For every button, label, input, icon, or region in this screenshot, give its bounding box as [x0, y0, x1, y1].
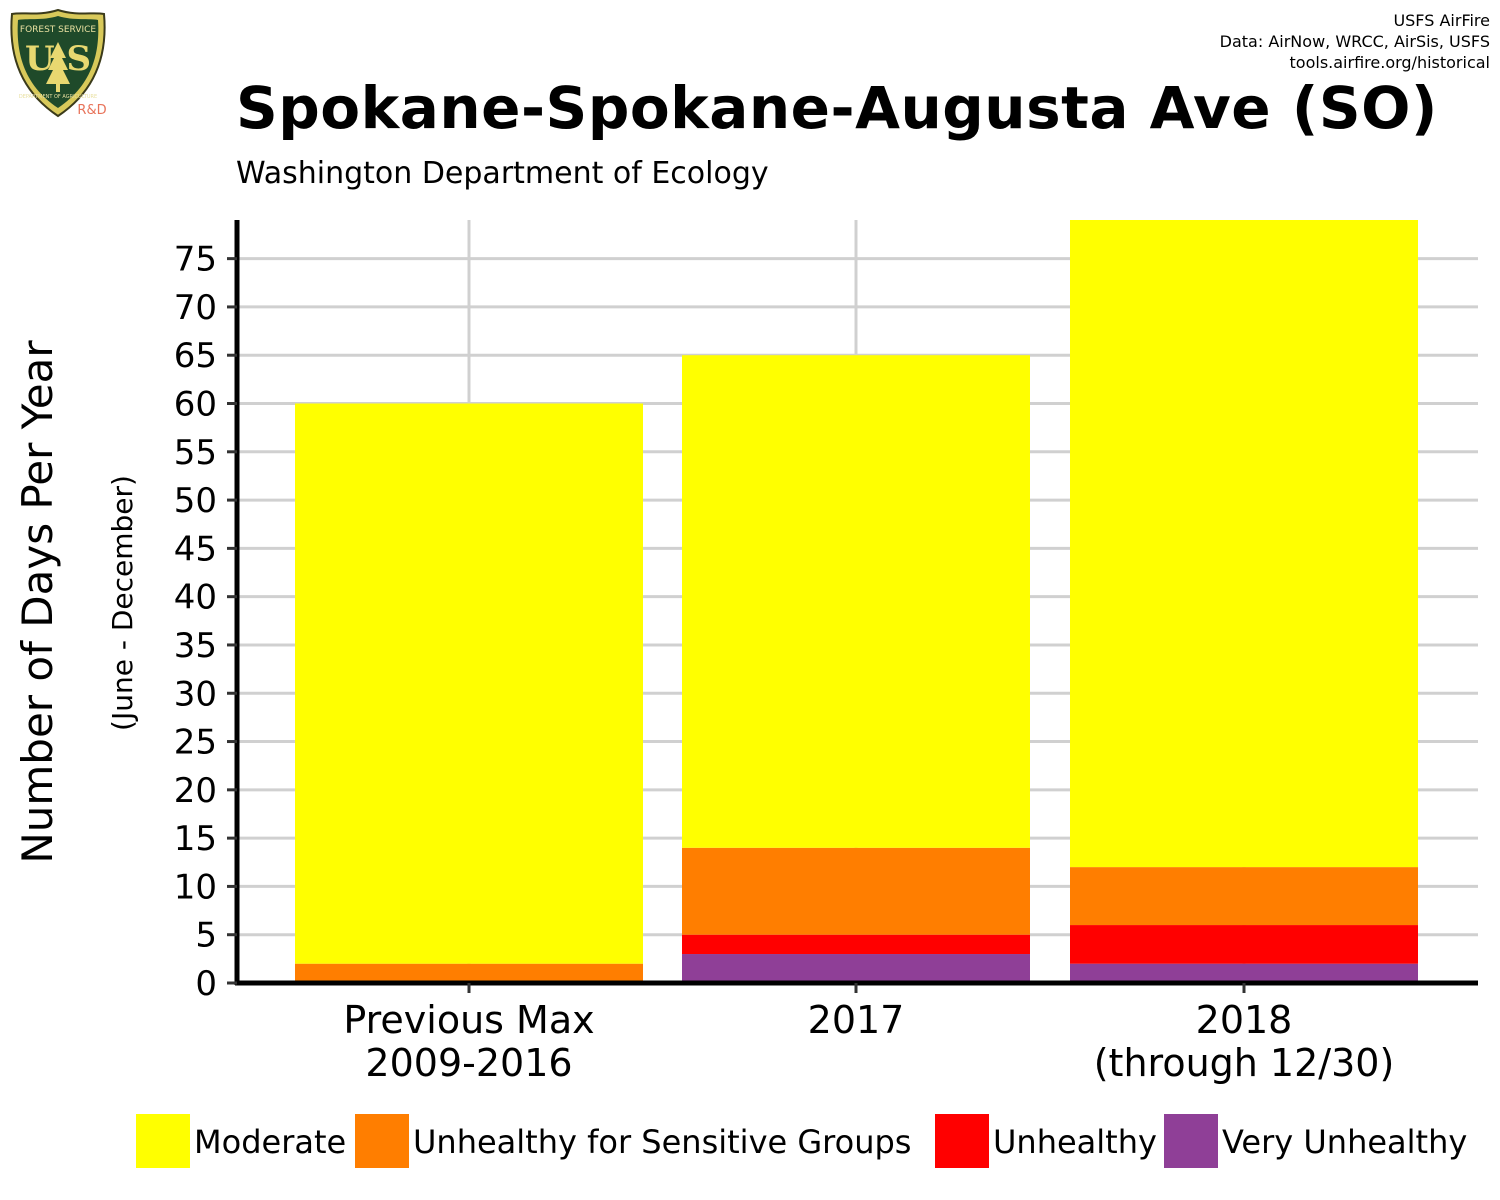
- bar-unhealthy-for-sensitive-groups: [295, 963, 643, 983]
- y-tick-label: 45: [174, 529, 217, 569]
- y-tick-label: 30: [174, 674, 217, 714]
- legend-swatch: [136, 1114, 190, 1168]
- legend-label: Very Unhealthy: [1222, 1123, 1467, 1161]
- y-axis-sublabel: (June - December): [106, 475, 139, 731]
- credits-line-2: Data: AirNow, WRCC, AirSis, USFS: [1219, 32, 1490, 51]
- bar-moderate: [295, 403, 643, 964]
- legend-label: Moderate: [194, 1123, 346, 1161]
- y-tick-label: 70: [174, 288, 217, 328]
- bar-very-unhealthy: [682, 954, 1030, 983]
- y-tick-label: 55: [174, 433, 217, 473]
- legend-swatch: [355, 1114, 409, 1168]
- chart-title: Spokane-Spokane-Augusta Ave (SO): [236, 74, 1438, 142]
- bar-moderate: [682, 355, 1030, 848]
- x-tick-label: 2018: [1196, 998, 1293, 1042]
- y-tick-label: 75: [174, 240, 217, 280]
- y-tick-label: 5: [195, 916, 217, 956]
- y-tick-label: 15: [174, 819, 217, 859]
- chart-subtitle: Washington Department of Ecology: [236, 156, 769, 191]
- bar-unhealthy-for-sensitive-groups: [682, 847, 1030, 935]
- credits: USFS AirFire Data: AirNow, WRCC, AirSis,…: [1220, 10, 1490, 73]
- bar-unhealthy: [682, 934, 1030, 955]
- y-tick-label: 65: [174, 336, 217, 376]
- bar-moderate: [1070, 220, 1418, 868]
- y-tick-label: 10: [174, 867, 217, 907]
- x-tick-label: Previous Max: [343, 998, 594, 1042]
- bar-very-unhealthy: [1070, 963, 1418, 983]
- y-axis-label: Number of Days Per Year: [13, 340, 62, 864]
- x-tick-label: 2009-2016: [365, 1041, 572, 1085]
- y-tick-label: 20: [174, 771, 217, 811]
- credits-line-1: USFS AirFire: [1393, 11, 1490, 30]
- usfs-logo: FOREST SERVICE U S DEPARTMENT OF AGRICUL…: [10, 8, 107, 118]
- legend-label: Unhealthy: [993, 1123, 1157, 1161]
- legend-swatch: [935, 1114, 989, 1168]
- bar-unhealthy: [1070, 925, 1418, 964]
- x-tick-label: (through 12/30): [1094, 1041, 1395, 1085]
- legend-label: Unhealthy for Sensitive Groups: [413, 1123, 911, 1161]
- y-tick-label: 50: [174, 481, 217, 521]
- y-tick-label: 35: [174, 626, 217, 666]
- logo-top-text: FOREST SERVICE: [20, 25, 97, 35]
- y-tick-label: 0: [195, 964, 217, 1004]
- x-tick-label: 2017: [808, 998, 905, 1042]
- legend-swatch: [1164, 1114, 1218, 1168]
- bar-unhealthy-for-sensitive-groups: [1070, 867, 1418, 926]
- credits-line-3: tools.airfire.org/historical: [1289, 53, 1490, 72]
- logo-bottom-text: DEPARTMENT OF AGRICULTURE: [19, 94, 97, 100]
- y-tick-label: 25: [174, 723, 217, 763]
- y-tick-label: 40: [174, 578, 217, 618]
- logo-rd-text: R&D: [77, 103, 106, 118]
- y-tick-label: 60: [174, 385, 217, 425]
